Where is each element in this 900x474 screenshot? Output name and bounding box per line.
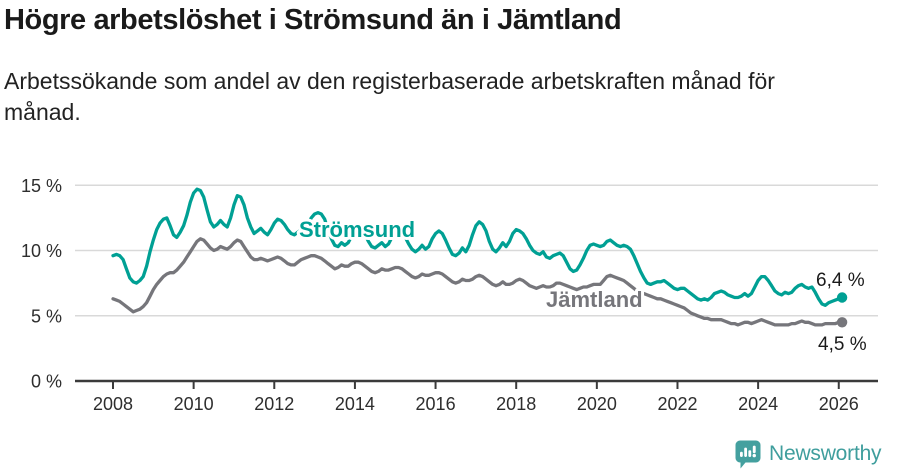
x-tick-label-2022: 2022 xyxy=(657,394,697,414)
stromsund-line xyxy=(111,187,844,307)
jamtland-end-value-label: 4,5 % xyxy=(818,334,867,355)
x-tick-label-2026: 2026 xyxy=(819,394,859,414)
jamtland-line xyxy=(111,237,844,327)
newsworthy-brand-link[interactable]: Newsworthy xyxy=(735,439,882,469)
x-tick-label-2008: 2008 xyxy=(93,394,133,414)
newsworthy-logo-icon xyxy=(735,440,761,468)
x-tick-label-2016: 2016 xyxy=(416,394,456,414)
stromsund-series-label: Strömsund xyxy=(299,217,415,242)
subtitle-line-2: månad. xyxy=(4,99,81,125)
y-tick-label-15: 15 % xyxy=(21,176,62,196)
y-tick-label-10: 10 % xyxy=(21,241,62,261)
x-tick-label-2014: 2014 xyxy=(335,394,375,414)
y-tick-label-5: 5 % xyxy=(31,306,62,326)
subtitle-line-1: Arbetssökande som andel av den registerb… xyxy=(4,68,775,94)
brand-name: Newsworthy xyxy=(769,442,882,465)
x-tick-label-2012: 2012 xyxy=(254,394,294,414)
x-tick-label-2018: 2018 xyxy=(496,394,536,414)
stromsund-end-dot xyxy=(836,292,848,303)
stromsund-end-value-label: 6,4 % xyxy=(816,270,865,291)
x-tick-label-2024: 2024 xyxy=(738,394,778,414)
jamtland-end-dot xyxy=(836,317,848,328)
y-tick-label-0: 0 % xyxy=(31,372,62,392)
jamtland-series-label: Jämtland xyxy=(546,287,643,312)
x-tick-label-2020: 2020 xyxy=(577,394,617,414)
x-tick-label-2010: 2010 xyxy=(174,394,214,414)
chart-subtitle: Arbetssökande som andel av den registerb… xyxy=(4,66,864,128)
page-title: Högre arbetslöshet i Strömsund än i Jämt… xyxy=(4,4,622,36)
